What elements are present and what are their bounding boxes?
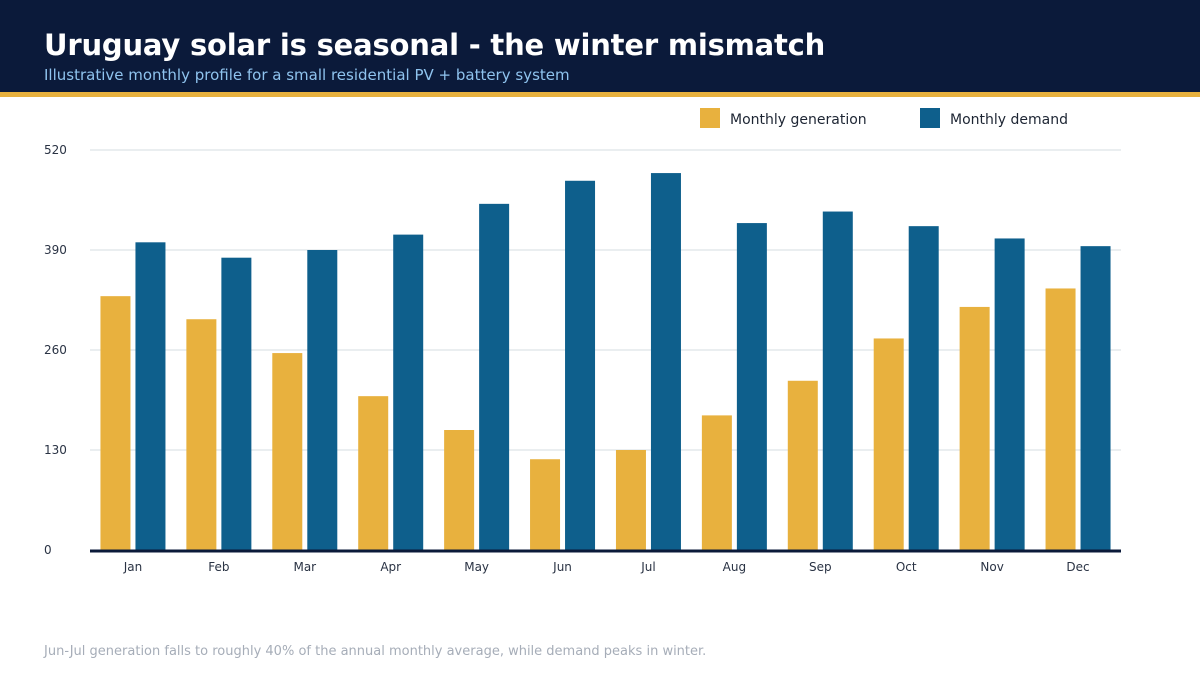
x-tick-label: Feb <box>208 560 229 574</box>
y-tick-label: 390 <box>44 243 67 257</box>
legend-label-demand: Monthly demand <box>950 112 1068 128</box>
demand-bar <box>1080 246 1111 550</box>
demand-bar <box>135 242 166 551</box>
x-tick-label: May <box>464 560 489 574</box>
generation-bar <box>100 296 131 550</box>
footnote: Jun-Jul generation falls to roughly 40% … <box>44 644 707 659</box>
y-tick-label: 260 <box>44 343 67 357</box>
y-axis-ticks: 0 130 260 390 520 <box>44 143 67 557</box>
demand-bar <box>565 180 596 550</box>
generation-bar <box>186 319 217 550</box>
x-tick-label: Mar <box>293 560 316 574</box>
legend: Monthly generation Monthly demand <box>700 108 1068 128</box>
x-tick-label: Oct <box>896 560 917 574</box>
generation-bar <box>701 415 732 550</box>
generation-bar <box>959 306 990 550</box>
x-tick-label: Jul <box>640 560 655 574</box>
generation-bar <box>787 380 818 550</box>
x-tick-label: Jun <box>552 560 572 574</box>
demand-bar <box>822 211 853 551</box>
generation-bar <box>873 338 904 550</box>
header-accent-stripe <box>0 92 1200 97</box>
demand-bar <box>479 203 510 550</box>
demand-bar <box>650 173 681 551</box>
y-tick-label: 0 <box>44 543 52 557</box>
generation-bar <box>272 353 303 550</box>
demand-bar <box>393 234 424 550</box>
x-tick-label: Nov <box>980 560 1003 574</box>
demand-bar <box>908 226 939 550</box>
legend-swatch-demand <box>920 108 940 128</box>
x-tick-label: Apr <box>380 560 401 574</box>
demand-bar <box>736 223 767 551</box>
demand-bar <box>307 250 338 550</box>
generation-bar <box>1045 288 1076 550</box>
generation-bar <box>444 430 475 550</box>
x-tick-label: Jan <box>123 560 143 574</box>
y-tick-label: 130 <box>44 443 67 457</box>
legend-swatch-generation <box>700 108 720 128</box>
legend-label-generation: Monthly generation <box>730 112 867 128</box>
bars <box>100 173 1111 551</box>
header-bar <box>0 0 1200 92</box>
generation-bar <box>615 450 646 550</box>
x-axis-ticks: Jan Feb Mar Apr May Jun Jul Aug Sep Oct Nov Dec <box>123 560 1090 574</box>
page-subtitle: Illustrative monthly profile for a small… <box>44 66 570 84</box>
x-tick-label: Dec <box>1066 560 1089 574</box>
page-title: Uruguay solar is seasonal - the winter m… <box>44 28 826 62</box>
demand-bar <box>994 238 1025 550</box>
generation-bar <box>530 459 561 550</box>
gridlines <box>90 149 1121 451</box>
y-tick-label: 520 <box>44 143 67 157</box>
x-tick-label: Sep <box>809 560 832 574</box>
x-tick-label: Aug <box>723 560 746 574</box>
generation-bar <box>358 396 389 550</box>
demand-bar <box>221 257 252 550</box>
